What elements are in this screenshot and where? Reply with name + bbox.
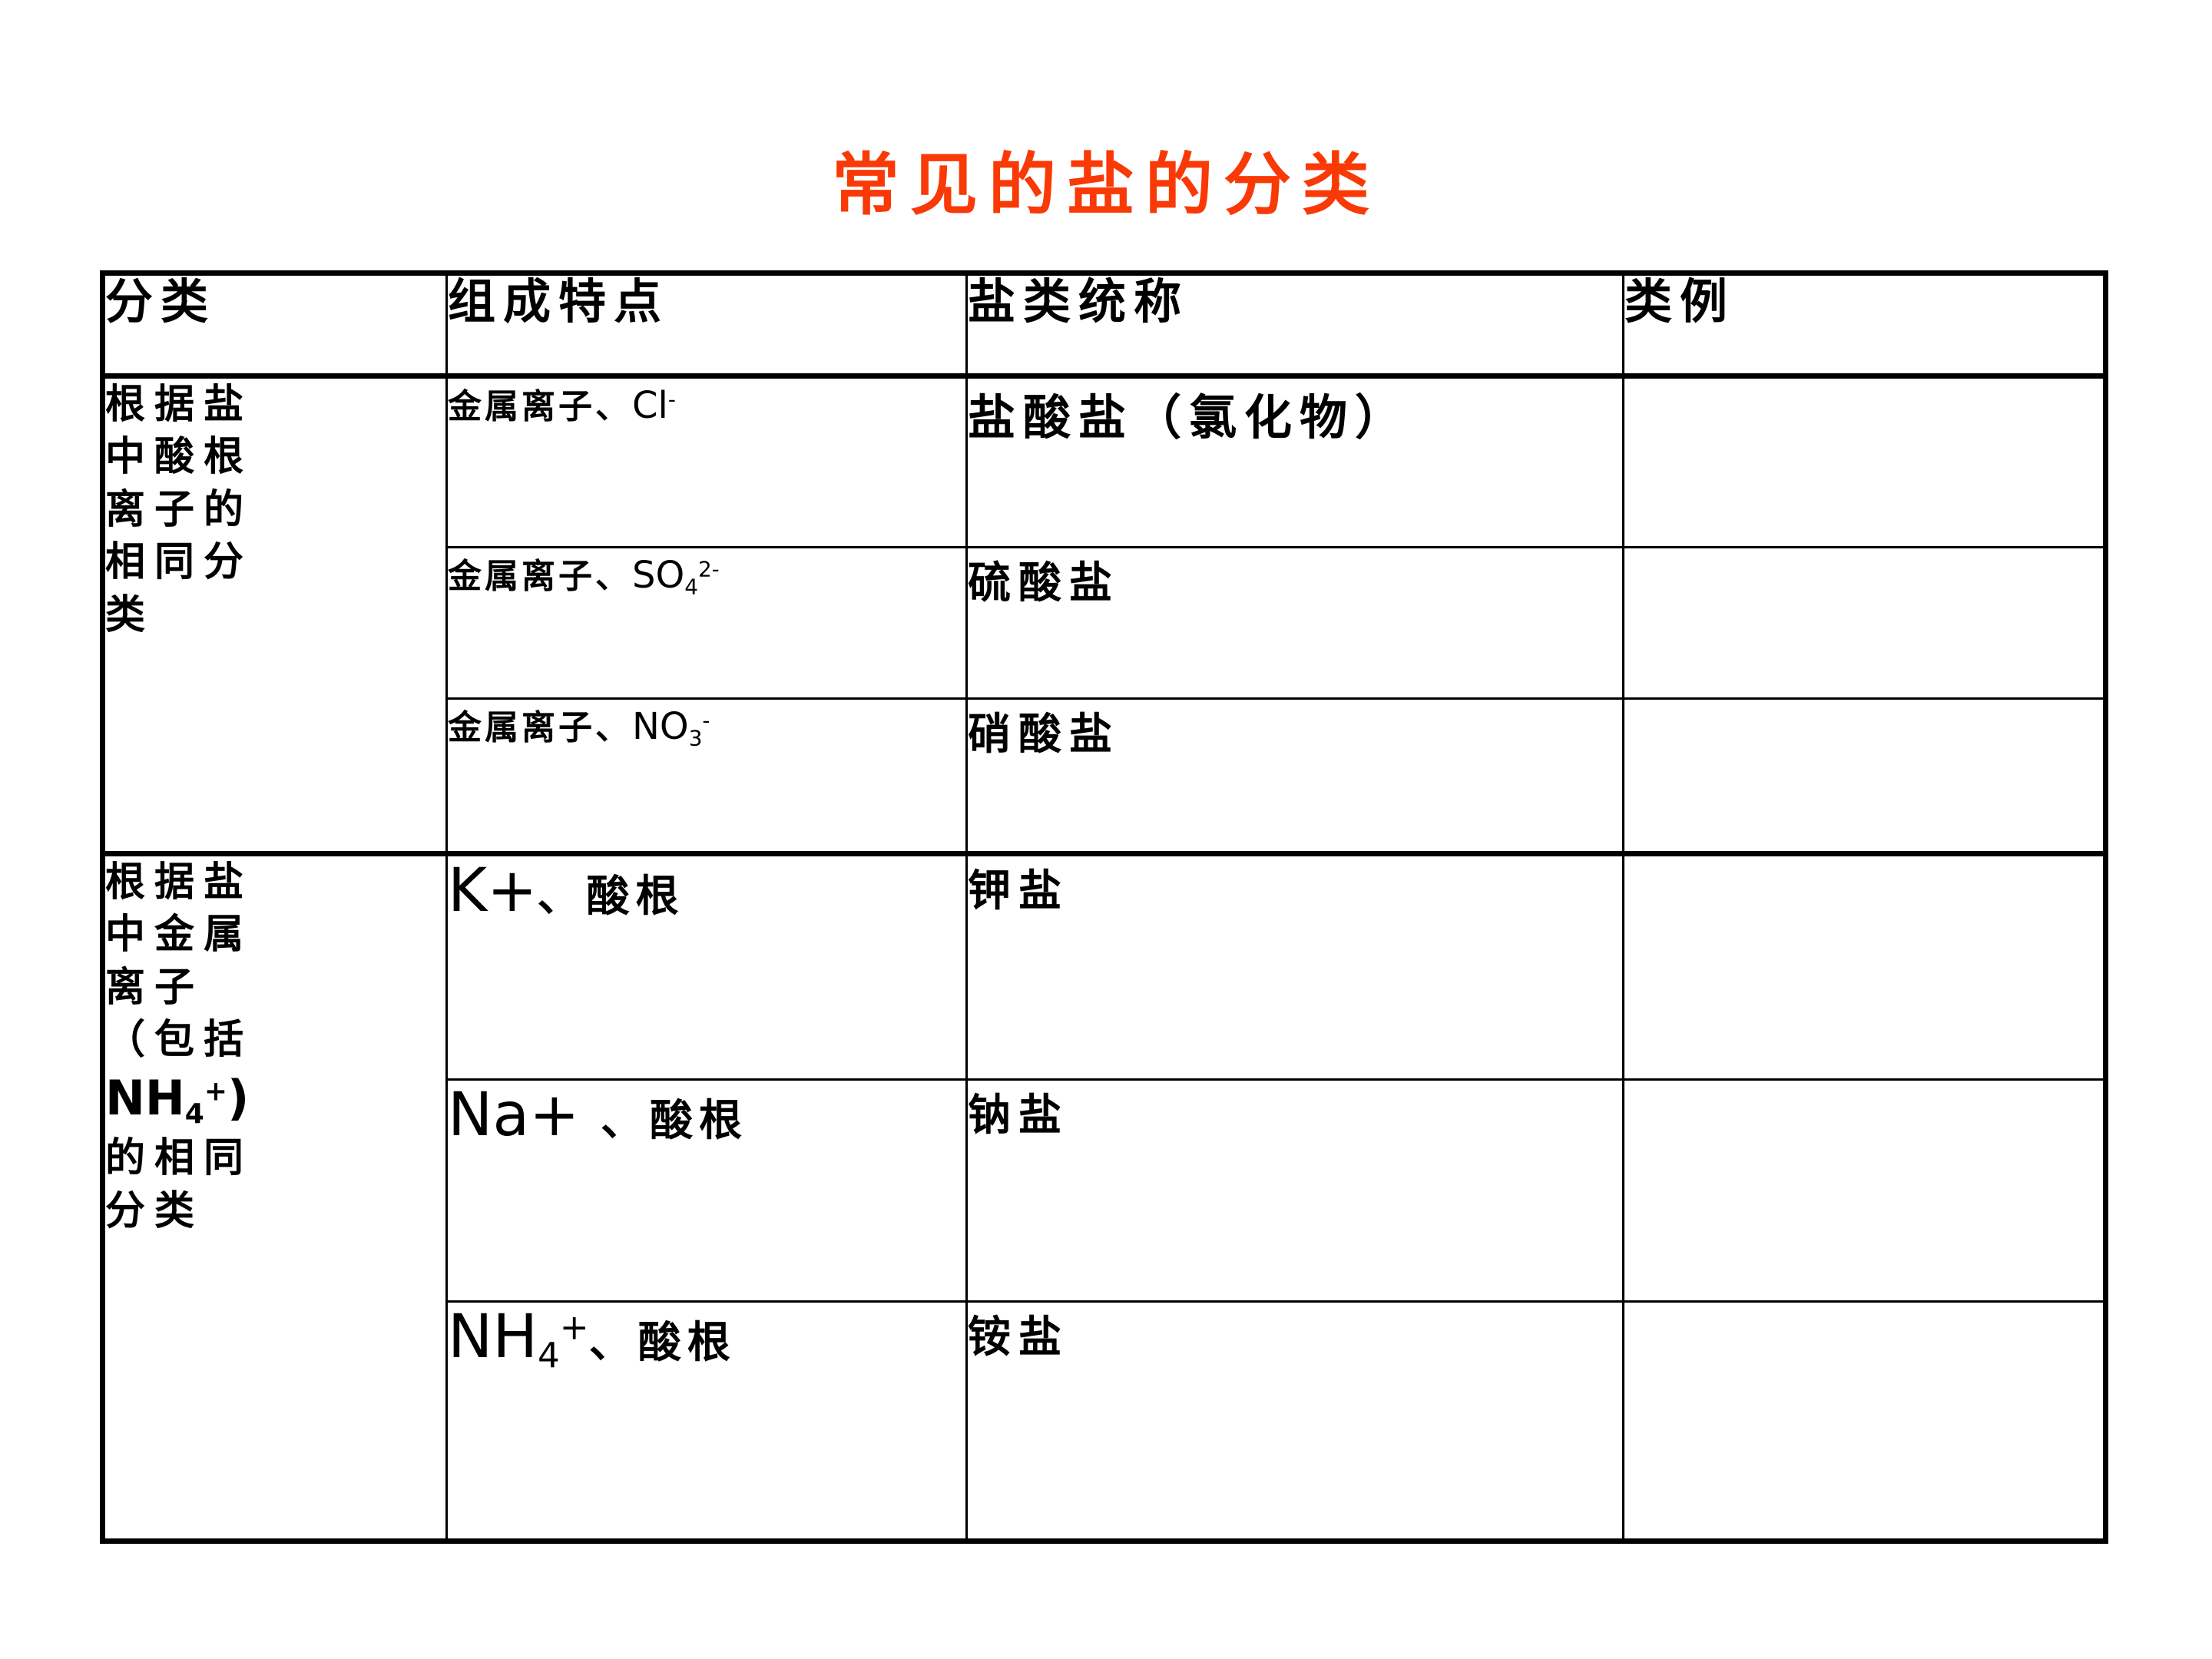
- formula-potassium: K+: [448, 856, 538, 926]
- table-row: 金属离子、NO3- 硝酸盐: [103, 697, 2107, 856]
- page-title: 常见的盐的分类: [831, 144, 1380, 224]
- header-cell-example: 类例: [1622, 272, 2107, 379]
- example-cell: [1622, 374, 2107, 548]
- salt-name-cell-sulfate: 硫酸盐: [965, 545, 1624, 700]
- composition-cell-nitrate: 金属离子、NO3-: [445, 697, 968, 856]
- category-cell-acid-radical: 根据盐 中酸根 离子的 相同分 类: [101, 374, 448, 856]
- category-line: 根据盐: [105, 380, 253, 428]
- composition-suffix: 酸根: [650, 1095, 749, 1147]
- composition-separator: 、: [588, 1316, 638, 1368]
- salt-classification-table: 分类 组成特点 盐类统称 类例 根据盐 中酸根 离子的 相同分 类 金属离子、C…: [100, 270, 2108, 1544]
- formula-sodium: Na+: [448, 1081, 580, 1151]
- header-cell-salt-name: 盐类统称: [965, 272, 1624, 379]
- header-cell-composition: 组成特点: [445, 272, 968, 379]
- salt-name-cell-ammonium: 铵盐: [965, 1300, 1624, 1543]
- table-row: 根据盐 中酸根 离子的 相同分 类 金属离子、Cl- 盐酸盐（氯化物）: [101, 374, 2107, 856]
- composition-cell-potassium: K+、酸根: [445, 852, 968, 1081]
- composition-cell-sulfate: 金属离子、SO42-: [445, 545, 968, 700]
- salt-name-cell-hydrochloride: 盐酸盐（氯化物）: [965, 374, 1624, 548]
- category-line: 分类: [105, 1187, 204, 1234]
- formula-sulfate: SO42-: [632, 553, 720, 599]
- composition-cell-ammonium: NH4+、酸根: [445, 1300, 968, 1543]
- example-cell: [1622, 1078, 2107, 1303]
- category-line: 的相同: [105, 1134, 253, 1182]
- composition-suffix: 酸根: [586, 870, 685, 922]
- salt-name-cell-nitrate: 硝酸盐: [965, 697, 1624, 856]
- composition-prefix: 金属离子、: [448, 556, 632, 596]
- header-cell-category: 分类: [101, 272, 448, 379]
- formula-nitrate: NO3-: [632, 704, 710, 751]
- example-cell: [1622, 697, 2107, 856]
- category-line: 离子: [105, 963, 204, 1011]
- category-line: 相同分: [105, 538, 253, 586]
- table-row: 金属离子、SO42- 硫酸盐: [103, 545, 2107, 700]
- composition-prefix: 金属离子、: [448, 707, 632, 747]
- example-cell: [1622, 852, 2107, 1081]
- table-row: 根据盐 中金属 离子 （包括 NH4+) 的相同 分类 K+、酸根 钾盐: [101, 852, 2107, 1543]
- category-line: 根据盐: [105, 858, 253, 906]
- table-header-row: 分类 组成特点 盐类统称 类例: [101, 272, 2107, 379]
- composition-suffix: 酸根: [637, 1316, 737, 1368]
- category-cell-metal-ion: 根据盐 中金属 离子 （包括 NH4+) 的相同 分类: [101, 852, 448, 1543]
- composition-separator: 、: [579, 1095, 651, 1147]
- example-cell: [1622, 545, 2107, 700]
- table-row: Na+ 、酸根 钠盐: [103, 1078, 2107, 1303]
- category-line: 中金属: [105, 911, 253, 959]
- salt-name-cell-potassium: 钾盐: [965, 852, 1624, 1081]
- salt-name-text: 盐酸盐（氯化物）: [968, 389, 1411, 445]
- composition-cell-chloride: 金属离子、Cl-: [445, 374, 968, 548]
- composition-prefix: 金属离子、: [448, 386, 632, 426]
- category-line: 类: [105, 591, 155, 639]
- example-cell: [1622, 1300, 2107, 1543]
- composition-cell-sodium: Na+ 、酸根: [445, 1078, 968, 1303]
- formula-ammonium: NH4+: [448, 1302, 589, 1376]
- category-line: 中酸根: [105, 433, 253, 481]
- category-line: （包括: [105, 1016, 253, 1064]
- formula-chloride: Cl-: [632, 383, 676, 427]
- category-formula-ammonium: NH4+): [105, 1070, 250, 1130]
- category-line: 离子的: [105, 485, 253, 533]
- salt-name-cell-sodium: 钠盐: [965, 1078, 1624, 1303]
- table-row: NH4+、酸根 铵盐: [103, 1300, 2107, 1543]
- composition-separator: 、: [537, 870, 587, 922]
